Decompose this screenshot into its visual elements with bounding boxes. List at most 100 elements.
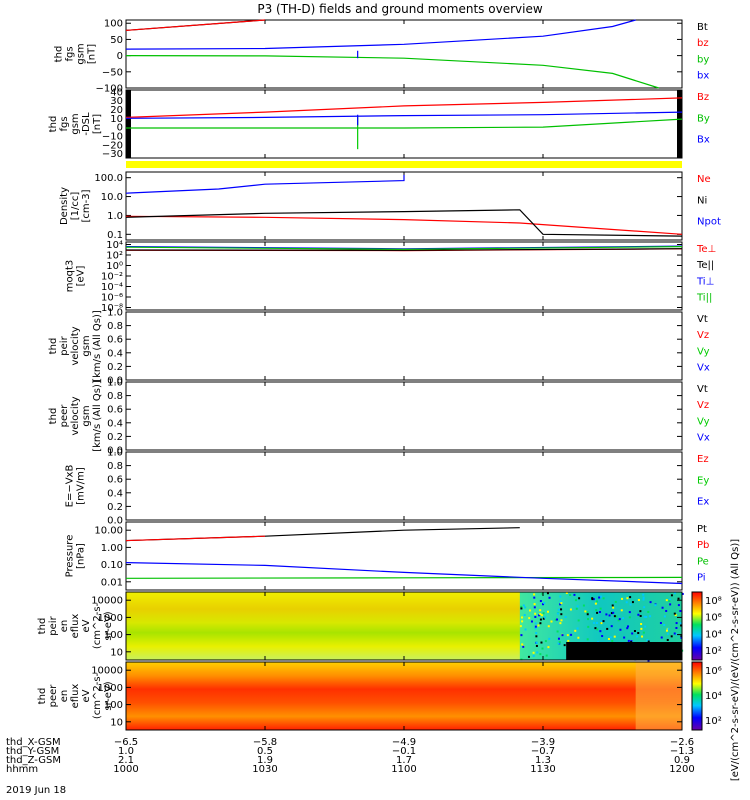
y-tick-label: 10 <box>110 717 123 728</box>
ion-speckle <box>574 599 577 602</box>
ion-speckle <box>607 637 610 640</box>
ion-speckle <box>536 651 539 654</box>
colorbar-tick-label: 10⁴ <box>705 691 722 702</box>
ion-speckle <box>523 614 526 617</box>
ion-speckle <box>520 605 523 608</box>
y-tick-label: 1.00 <box>101 543 123 554</box>
ion-speckle <box>649 615 652 618</box>
legend-entry: Ez <box>697 454 709 465</box>
y-tick-label: 0.01 <box>101 577 123 588</box>
ion-speckle <box>619 628 622 631</box>
y-tick-label: 0.8 <box>107 321 123 332</box>
y-axis-label: peer <box>48 684 59 708</box>
legend-entry: Te|| <box>696 260 714 271</box>
legend-entry: Vy <box>697 416 710 427</box>
ion-speckle <box>629 603 632 606</box>
ion-speckle <box>668 599 671 602</box>
y-tick-label: 10⁻⁴ <box>101 282 123 293</box>
y-tick-label: 0.10 <box>101 560 123 571</box>
series-line-bx <box>125 19 636 50</box>
ion-speckle <box>556 618 559 621</box>
ion-speckle <box>606 627 609 630</box>
ion-speckle <box>535 641 538 644</box>
ion-speckle <box>539 618 542 621</box>
ion-speckle <box>601 635 604 638</box>
x-axis-value: 1200 <box>669 764 694 775</box>
legend-entry: by <box>697 54 709 65</box>
ion-speckle <box>554 618 557 621</box>
ion-speckle <box>669 603 672 606</box>
ion-speckle <box>545 654 548 657</box>
ion-speckle <box>538 614 541 617</box>
ion-speckle <box>602 597 605 600</box>
y-axis-label: -DSL <box>81 112 92 136</box>
y-axis-label: Pressure <box>65 535 76 578</box>
series-line-Bx <box>125 111 683 119</box>
colorbar-tick-label: 10² <box>705 716 722 727</box>
y-tick-label: 0 <box>117 123 123 134</box>
data-gap-left <box>126 90 131 158</box>
y-tick-label: 0.2 <box>107 362 123 373</box>
ion-speckle <box>637 632 640 635</box>
y-axis-label: velocity <box>70 396 81 435</box>
ion-speckle <box>680 635 683 638</box>
ion-speckle <box>559 603 562 606</box>
legend-entry: Vy <box>697 346 710 357</box>
series-line-Ne <box>125 215 683 235</box>
ion-speckle <box>519 625 522 628</box>
ion-speckle <box>637 613 640 616</box>
panel-frame <box>125 311 683 381</box>
ion-speckle <box>667 632 670 635</box>
legend-entry: Npot <box>697 217 721 228</box>
y-tick-label: −100 <box>96 84 123 95</box>
y-tick-label: 1.0 <box>107 448 123 459</box>
legend-entry: Ex <box>697 497 709 508</box>
ion-speckle <box>532 654 535 657</box>
ion-speckle <box>569 594 572 597</box>
ion-speckle <box>532 651 535 654</box>
ion-speckle <box>623 636 626 639</box>
colorbar <box>691 661 703 731</box>
ion-speckle <box>679 622 682 625</box>
ion-speckle <box>533 596 536 599</box>
series-line-Bz <box>125 97 683 118</box>
y-tick-label: 10⁻² <box>101 272 123 283</box>
ion-speckle <box>631 601 634 604</box>
ion-speckle <box>557 608 560 611</box>
y-axis-label: [cm-3] <box>81 189 92 222</box>
ion-speckle <box>663 624 666 627</box>
x-axis-value: 1000 <box>113 764 138 775</box>
ion-speckle <box>665 629 668 632</box>
panel-frame <box>125 171 683 241</box>
x-axis-row-label: hhmm <box>6 764 38 775</box>
ion-speckle <box>615 615 618 618</box>
ion-speckle <box>537 624 540 627</box>
ion-speckle <box>620 609 623 612</box>
ion-speckle <box>548 637 551 640</box>
ion-speckle <box>626 597 629 600</box>
ion-speckle <box>665 599 668 602</box>
ion-speckle <box>565 592 568 595</box>
panel-frame <box>125 381 683 451</box>
colorbar <box>691 591 703 661</box>
y-tick-label: 100 <box>104 19 123 30</box>
ion-speckle <box>560 619 563 622</box>
ion-speckle <box>663 615 666 618</box>
ion-speckle <box>534 627 537 630</box>
ion-speckle <box>521 620 524 623</box>
x-axis-value: 1100 <box>391 764 416 775</box>
ion-speckle <box>520 634 523 637</box>
ion-speckle <box>527 655 530 658</box>
ion-speckle <box>673 632 676 635</box>
y-tick-label: −10 <box>102 131 123 142</box>
legend-entry: Vx <box>697 363 710 374</box>
x-axis-row-label: thd_Y-GSM <box>6 746 59 757</box>
y-tick-label: 0.2 <box>107 432 123 443</box>
y-tick-label: 0.1 <box>107 230 123 241</box>
y-tick-label: 0.0 <box>107 446 123 457</box>
x-axis-value: 0.5 <box>257 746 273 757</box>
ion-speckle <box>627 639 630 642</box>
